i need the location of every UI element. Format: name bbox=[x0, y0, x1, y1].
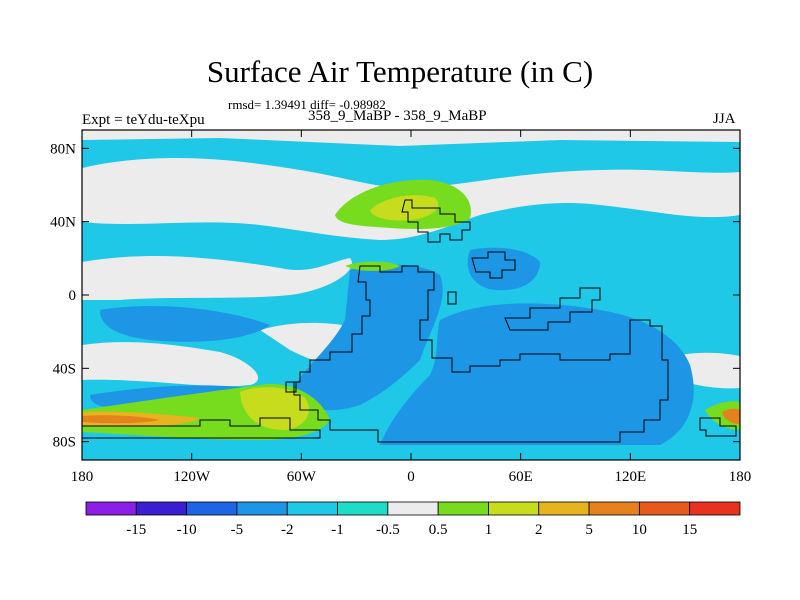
colorbar-swatch bbox=[85, 501, 137, 516]
x-tick-label: 60E bbox=[509, 469, 533, 485]
y-tick-label: 0 bbox=[69, 288, 77, 304]
y-tick-label: 80N bbox=[50, 141, 76, 157]
colorbar-label: 5 bbox=[585, 522, 593, 538]
colorbar-label: 2 bbox=[535, 522, 543, 538]
field-warm-south-yellow bbox=[240, 387, 309, 430]
field-neutral-southwest bbox=[82, 342, 259, 387]
y-axis: 80N 40N 0 40S 80S bbox=[50, 141, 740, 451]
colorbar-swatch bbox=[135, 501, 188, 516]
colorbar-label: -0.5 bbox=[376, 522, 400, 538]
colorbar-label: 0.5 bbox=[429, 522, 448, 538]
coastline-north bbox=[401, 199, 471, 243]
colorbar-swatch bbox=[186, 501, 238, 516]
colorbar-label: -1 bbox=[331, 522, 344, 538]
case-label: 358_9_MaBP - 358_9_MaBP bbox=[308, 108, 487, 124]
season-label: JJA bbox=[713, 111, 736, 127]
colorbar-label: -5 bbox=[231, 522, 244, 538]
colorbar-swatch bbox=[236, 501, 288, 516]
field-warm-south-red bbox=[82, 415, 160, 424]
field-warm-southeast-orange bbox=[722, 408, 740, 424]
x-axis: 180 120W 60W 0 60E 120E 180 bbox=[71, 130, 752, 485]
map-title: Surface Air Temperature (in C) bbox=[206, 54, 594, 89]
y-tick-label: 80S bbox=[53, 435, 76, 451]
coastlines bbox=[82, 199, 737, 443]
colorbar-swatch bbox=[337, 501, 389, 516]
coastline-south-peninsula bbox=[82, 417, 321, 439]
colorbar-label: -15 bbox=[126, 522, 146, 538]
coastline-gondwana bbox=[293, 265, 669, 443]
coastline-southeast-island bbox=[699, 417, 737, 437]
field-cool-indian bbox=[380, 303, 694, 445]
colorbar-swatch bbox=[437, 501, 489, 516]
colorbar-swatch bbox=[488, 501, 540, 516]
field-cool-pacific bbox=[100, 305, 270, 342]
colorbar-swatch bbox=[638, 501, 691, 516]
field-neutral-mid bbox=[82, 255, 352, 300]
experiment-label: Expt = teYdu-teXpu bbox=[82, 112, 205, 128]
colorbar-swatch bbox=[588, 501, 640, 516]
x-tick-label: 0 bbox=[407, 469, 415, 485]
colorbar-swatch bbox=[286, 501, 338, 516]
temperature-field bbox=[82, 130, 740, 460]
y-tick-label: 40N bbox=[50, 215, 76, 231]
x-tick-label: 120W bbox=[173, 469, 211, 485]
colorbar-label: 1 bbox=[485, 522, 493, 538]
x-tick-label: 180 bbox=[71, 469, 94, 485]
field-neutral-arctic bbox=[82, 130, 740, 146]
x-tick-label: 120E bbox=[614, 469, 646, 485]
colorbar: -15 -10 -5 -2 -1 -0.5 0.5 1 2 5 10 15 bbox=[85, 501, 741, 538]
coastline-asia-inlet bbox=[471, 251, 516, 279]
colorbar-label: 15 bbox=[682, 522, 697, 538]
colorbar-label: -10 bbox=[177, 522, 197, 538]
coastline-small-island-1 bbox=[447, 291, 457, 305]
coastline-small-island-2 bbox=[285, 381, 297, 393]
y-tick-label: 40S bbox=[53, 361, 76, 377]
field-warm-southeast-green bbox=[705, 401, 740, 430]
colorbar-swatch bbox=[387, 501, 439, 516]
x-tick-label: 180 bbox=[729, 469, 752, 485]
colorbar-swatch bbox=[689, 501, 741, 516]
x-tick-label: 60W bbox=[287, 469, 317, 485]
field-warm-north-yellow bbox=[370, 195, 439, 221]
colorbar-swatch bbox=[538, 501, 590, 516]
colorbar-label: -2 bbox=[281, 522, 294, 538]
colorbar-label: 10 bbox=[632, 522, 647, 538]
coastline-inland-sea bbox=[504, 287, 601, 331]
field-cool-africa bbox=[290, 264, 443, 411]
stats-text: rmsd= 1.39491 diff= -0.98982 bbox=[228, 97, 386, 112]
